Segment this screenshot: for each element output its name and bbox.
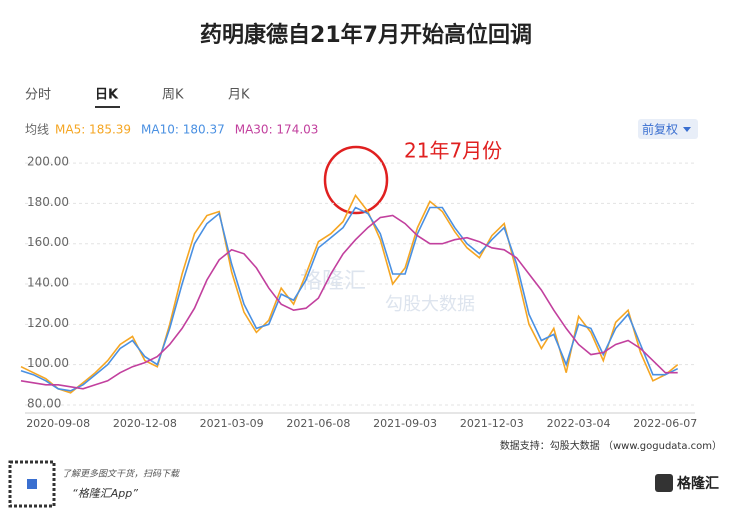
- qr-logo: [27, 479, 37, 489]
- chart-title: 药明康德自21年7月开始高位回调: [200, 22, 532, 48]
- footer-logo: 格隆汇: [677, 475, 719, 492]
- legend-entry: MA5: 185.39: [55, 123, 131, 137]
- ma-line: [20, 206, 679, 392]
- y-tick-label: 160.00: [27, 235, 69, 249]
- footer-note: 了解更多图文干货，扫码下载: [62, 469, 180, 480]
- footer-app: “格隆汇App”: [72, 487, 138, 500]
- legend-title: 均线: [25, 123, 49, 137]
- x-tick-label: 2020-12-08: [113, 417, 177, 430]
- logo-icon: [655, 474, 673, 492]
- tab[interactable]: 月K: [228, 88, 250, 103]
- ma-line: [20, 193, 679, 394]
- x-tick-label: 2021-12-03: [460, 417, 524, 430]
- adjust-button-bg[interactable]: [638, 119, 698, 139]
- y-tick-label: 200.00: [27, 155, 69, 169]
- legend-entry: MA10: 180.37: [141, 123, 225, 137]
- x-tick-label: 2020-09-08: [26, 417, 90, 430]
- highlight-circle: [323, 145, 389, 215]
- ma-line: [20, 214, 678, 390]
- watermark: 格隆汇: [300, 269, 366, 294]
- dropdown-arrow: [683, 127, 691, 132]
- y-tick-label: 100.00: [27, 356, 69, 370]
- x-tick-label: 2021-09-03: [373, 417, 437, 430]
- y-tick-label: 120.00: [27, 316, 69, 330]
- adjust-button[interactable]: 前复权: [642, 122, 678, 137]
- y-tick-label: 180.00: [27, 195, 69, 209]
- annotation: 21年7月份: [404, 139, 502, 163]
- x-tick-label: 2021-06-08: [286, 417, 350, 430]
- tab[interactable]: 周K: [162, 88, 184, 103]
- tab[interactable]: 日K: [95, 88, 119, 103]
- y-tick-label: 80.00: [27, 396, 61, 410]
- watermark: 勾股大数据: [385, 294, 475, 315]
- tab[interactable]: 分时: [25, 88, 51, 103]
- x-tick-label: 2022-03-04: [547, 417, 611, 430]
- x-tick-label: 2022-06-07: [633, 417, 697, 430]
- x-tick-label: 2021-03-09: [200, 417, 264, 430]
- legend-entry: MA30: 174.03: [235, 123, 319, 137]
- y-tick-label: 140.00: [27, 276, 69, 290]
- source: 数据支持：勾股大数据 （www.gogudata.com）: [500, 439, 722, 452]
